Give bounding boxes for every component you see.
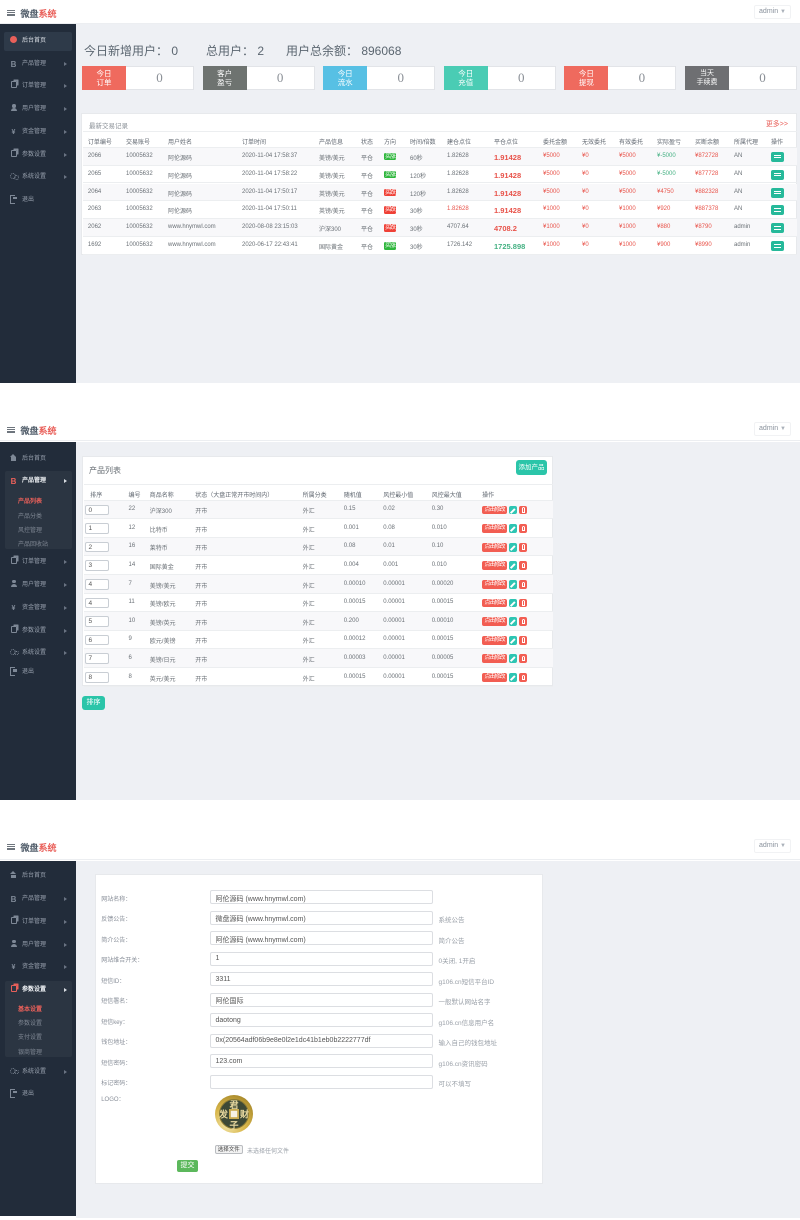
svg-text:君: 君: [229, 1100, 238, 1110]
svg-text:发: 发: [218, 1109, 229, 1120]
svg-text:子: 子: [229, 1121, 238, 1131]
svg-text:财: 财: [239, 1109, 249, 1120]
